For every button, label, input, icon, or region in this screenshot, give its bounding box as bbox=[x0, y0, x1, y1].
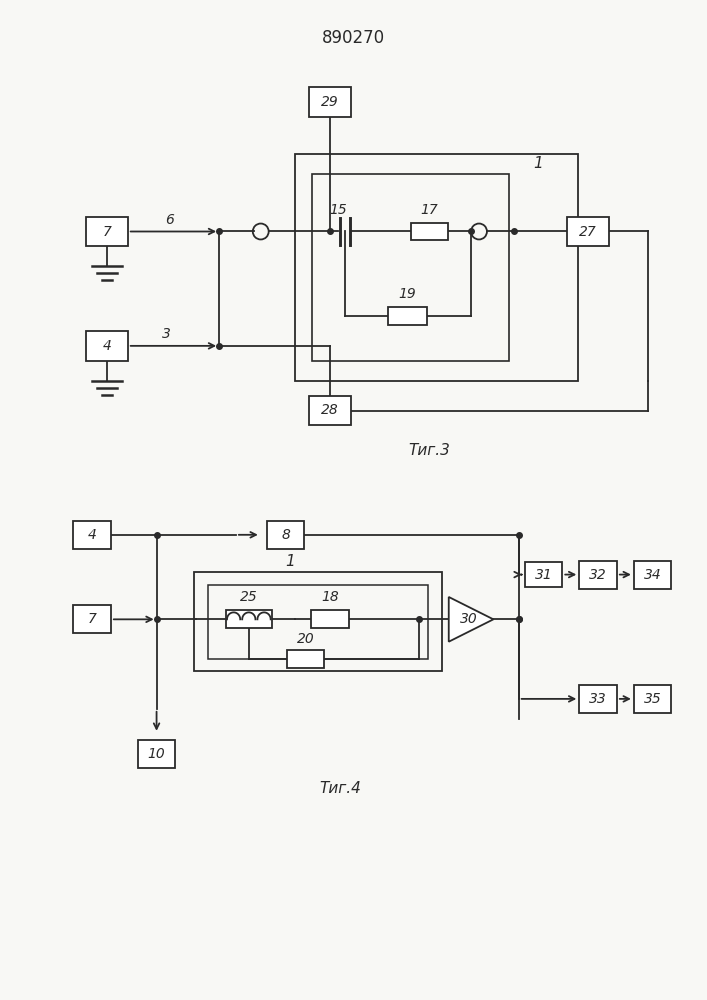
Bar bbox=[74, 605, 111, 633]
Bar bbox=[194, 572, 443, 671]
Text: 20: 20 bbox=[296, 632, 314, 646]
Bar bbox=[525, 562, 562, 587]
Bar bbox=[312, 174, 509, 361]
Bar bbox=[208, 585, 428, 659]
Text: 30: 30 bbox=[460, 612, 478, 626]
Text: 1: 1 bbox=[534, 156, 544, 171]
Text: 28: 28 bbox=[321, 403, 339, 418]
Bar bbox=[311, 610, 349, 628]
Text: 4: 4 bbox=[88, 528, 97, 542]
Bar bbox=[310, 87, 351, 117]
Text: 29: 29 bbox=[321, 95, 339, 109]
Bar bbox=[138, 740, 175, 768]
Polygon shape bbox=[449, 597, 493, 642]
Text: Τиг.3: Τиг.3 bbox=[409, 443, 450, 458]
Text: 18: 18 bbox=[321, 590, 339, 604]
Bar bbox=[633, 685, 672, 713]
Text: 27: 27 bbox=[579, 225, 597, 238]
Text: 890270: 890270 bbox=[322, 29, 385, 47]
Text: 25: 25 bbox=[240, 590, 258, 604]
Text: 6: 6 bbox=[165, 213, 174, 227]
Text: 7: 7 bbox=[103, 225, 112, 238]
Text: 10: 10 bbox=[148, 747, 165, 761]
Text: 1: 1 bbox=[286, 554, 296, 569]
Text: 4: 4 bbox=[103, 339, 112, 353]
Text: Τиг.4: Τиг.4 bbox=[319, 781, 361, 796]
Text: 32: 32 bbox=[589, 568, 607, 582]
Bar bbox=[567, 217, 609, 246]
Bar bbox=[411, 223, 448, 240]
Bar bbox=[86, 217, 128, 246]
Text: 35: 35 bbox=[644, 692, 662, 706]
Bar bbox=[296, 154, 578, 381]
Bar bbox=[633, 561, 672, 589]
Text: 31: 31 bbox=[534, 568, 552, 582]
Bar bbox=[267, 521, 305, 549]
Text: 19: 19 bbox=[399, 287, 416, 301]
Text: 33: 33 bbox=[589, 692, 607, 706]
Bar bbox=[579, 685, 617, 713]
Text: 8: 8 bbox=[281, 528, 290, 542]
Text: 15: 15 bbox=[329, 203, 347, 217]
Bar bbox=[226, 610, 271, 628]
Bar bbox=[387, 307, 428, 325]
Bar bbox=[86, 331, 128, 361]
Bar bbox=[286, 650, 325, 668]
Text: 7: 7 bbox=[88, 612, 97, 626]
Bar bbox=[74, 521, 111, 549]
Bar bbox=[579, 561, 617, 589]
Text: 17: 17 bbox=[421, 203, 438, 217]
Text: 3: 3 bbox=[162, 327, 171, 341]
Bar bbox=[310, 396, 351, 425]
Text: 34: 34 bbox=[644, 568, 662, 582]
